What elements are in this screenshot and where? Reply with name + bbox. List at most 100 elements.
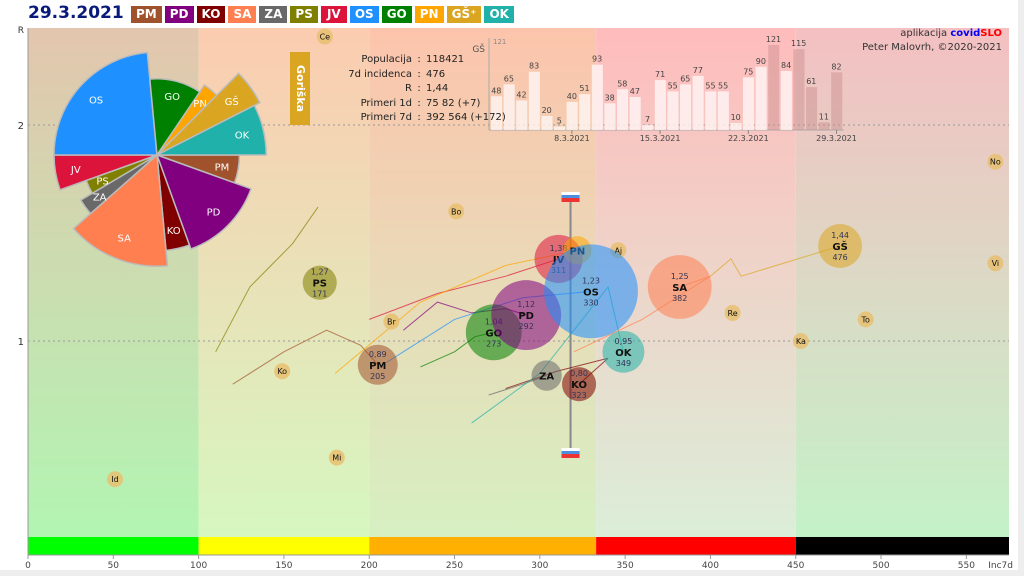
bubble-name: ZA bbox=[539, 372, 554, 383]
mini-bar bbox=[680, 84, 692, 130]
bubble-incidence: 171 bbox=[312, 290, 327, 299]
x-tick-label: 450 bbox=[787, 561, 804, 571]
legend-item-6[interactable]: JV bbox=[320, 6, 347, 23]
region-legend: PM PD KO SA ZA PS JV OS GO PN GŠ⁺ OK bbox=[131, 6, 514, 23]
info-value: 476 bbox=[426, 68, 446, 80]
pie-label: GŠ bbox=[225, 95, 239, 108]
bubble-r-value: 1,44 bbox=[831, 231, 849, 240]
x-tick-label: 500 bbox=[872, 561, 889, 571]
bubble-r-value: 1,27 bbox=[311, 268, 329, 277]
bubble-incidence: 323 bbox=[571, 391, 586, 400]
mini-bar-value: 75 bbox=[743, 67, 753, 76]
mini-bar bbox=[541, 115, 553, 130]
pie-label: OK bbox=[235, 131, 250, 142]
town-label: Aj bbox=[614, 246, 622, 255]
town-dot bbox=[987, 255, 1004, 272]
info-key: R bbox=[405, 83, 412, 94]
info-colon: : bbox=[417, 97, 421, 109]
pie-label: PS bbox=[96, 177, 108, 188]
mini-date-label: 29.3.2021 bbox=[816, 134, 857, 143]
legend-item-5[interactable]: PS bbox=[290, 6, 318, 23]
bubble-r-value: 1,38 bbox=[550, 244, 568, 253]
mini-bar bbox=[818, 122, 830, 130]
x-tick-label: 50 bbox=[108, 561, 120, 571]
mini-bar bbox=[579, 94, 591, 130]
legend-item-0[interactable]: PM bbox=[131, 6, 162, 23]
bubble-OK[interactable] bbox=[602, 330, 645, 373]
bubble-GŠ[interactable] bbox=[818, 224, 863, 268]
flag-white bbox=[561, 448, 580, 451]
town-dot bbox=[724, 304, 741, 321]
bubble-r-value: 1,12 bbox=[517, 300, 535, 309]
bubble-OS[interactable] bbox=[544, 244, 638, 339]
legend-item-7[interactable]: OS bbox=[349, 6, 379, 23]
info-value: 118421 bbox=[426, 54, 465, 65]
credit-prefix: aplikacija bbox=[900, 28, 948, 39]
bubble-incidence: 273 bbox=[486, 339, 501, 348]
mini-bar bbox=[717, 91, 729, 130]
flag-red bbox=[561, 454, 580, 458]
bubble-PM[interactable] bbox=[357, 344, 398, 385]
y-tick-label: 1 bbox=[18, 337, 24, 348]
legend-item-9[interactable]: PN bbox=[414, 6, 444, 23]
brand-slo: SLO bbox=[980, 28, 1002, 39]
mini-bar bbox=[793, 49, 805, 130]
mini-bar bbox=[503, 84, 515, 130]
mini-bar-value: 40 bbox=[567, 92, 577, 101]
mini-bar-value: 11 bbox=[819, 112, 829, 121]
bubble-ZA[interactable] bbox=[531, 360, 562, 391]
legend-item-10[interactable]: GŠ⁺ bbox=[446, 6, 482, 23]
mini-chart-label: GŠ bbox=[472, 43, 485, 55]
info-key: Primeri 1d bbox=[360, 97, 412, 109]
pie-slice-ZA bbox=[79, 154, 158, 215]
town-label: Re bbox=[728, 309, 738, 318]
mini-bar bbox=[806, 87, 818, 130]
town-label: Ko bbox=[277, 367, 287, 376]
x-tick-label: 250 bbox=[446, 561, 463, 571]
mini-bar bbox=[705, 91, 717, 130]
legend-item-4[interactable]: ZA bbox=[259, 6, 288, 23]
trail-JV bbox=[369, 258, 559, 320]
town-dot bbox=[448, 203, 465, 220]
flag-blue bbox=[561, 451, 580, 454]
pie-label: ZA bbox=[93, 193, 107, 204]
legend-item-11[interactable]: OK bbox=[484, 6, 514, 23]
bubble-PS[interactable] bbox=[302, 265, 337, 300]
town-label: Ce bbox=[320, 32, 331, 41]
info-colon: : bbox=[417, 68, 421, 80]
legend-item-3[interactable]: SA bbox=[228, 6, 257, 23]
info-key: Primeri 7d bbox=[360, 112, 412, 123]
bubble-PD[interactable] bbox=[491, 280, 562, 351]
legend-item-1[interactable]: PD bbox=[164, 6, 194, 23]
selected-region-label: Goriška bbox=[290, 52, 310, 125]
mini-bar bbox=[491, 96, 503, 130]
mini-bar bbox=[743, 77, 755, 130]
pie-slice-OK bbox=[156, 104, 267, 156]
mini-bar-value: 5 bbox=[557, 116, 562, 125]
y-axis-label: R bbox=[18, 26, 24, 36]
risk-band-1 bbox=[198, 537, 370, 555]
mini-bar-value: 55 bbox=[718, 81, 728, 90]
mini-bar-value: 71 bbox=[655, 70, 665, 79]
x-tick-label: 550 bbox=[958, 561, 975, 571]
legend-item-2[interactable]: KO bbox=[196, 6, 226, 23]
info-row: R:1,44 bbox=[320, 82, 506, 97]
mini-bar-value: 55 bbox=[668, 81, 678, 90]
legend-item-8[interactable]: GO bbox=[381, 6, 412, 23]
bubble-incidence: 476 bbox=[832, 253, 847, 262]
bubble-name: GŠ bbox=[832, 240, 847, 253]
risk-band-4 bbox=[795, 537, 1009, 555]
mini-date-label: 8.3.2021 bbox=[554, 134, 590, 143]
bubble-SA[interactable] bbox=[647, 255, 712, 319]
mini-bar bbox=[831, 72, 843, 130]
bubble-incidence: 349 bbox=[616, 359, 631, 368]
mini-bar-value: 115 bbox=[791, 39, 806, 48]
bubble-KO[interactable] bbox=[562, 367, 597, 402]
mini-bar-value: 51 bbox=[579, 84, 589, 93]
bubble-name: PD bbox=[518, 311, 534, 322]
x-tick-label: 150 bbox=[275, 561, 292, 571]
mini-bar-value: 65 bbox=[504, 74, 514, 83]
mini-bar-value: 7 bbox=[645, 115, 650, 124]
mini-bar-value: 65 bbox=[680, 74, 690, 83]
